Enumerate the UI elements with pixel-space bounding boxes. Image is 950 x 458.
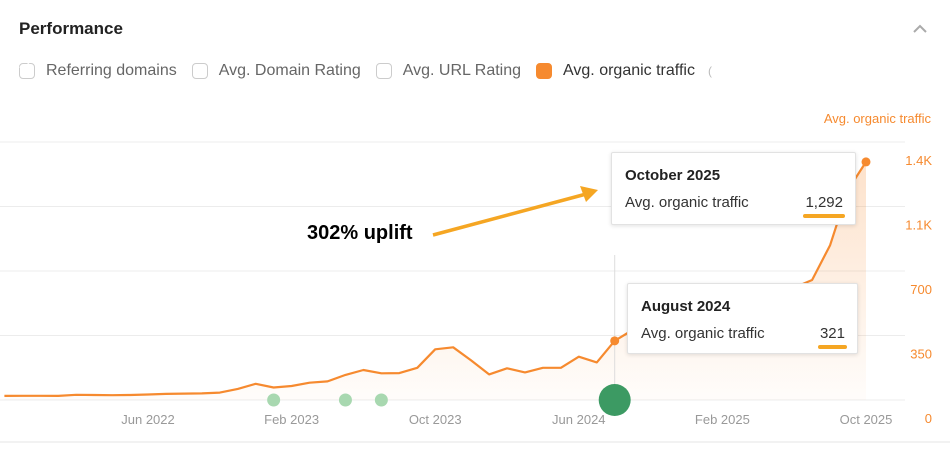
x-tick-label: Feb 2023 bbox=[264, 412, 319, 427]
checkbox-avg-domain-rating[interactable]: Avg. Domain Rating bbox=[191, 62, 361, 80]
annotation-arrow-line bbox=[432, 191, 591, 237]
tooltip-date: August 2024 bbox=[641, 298, 731, 315]
event-marker bbox=[374, 393, 388, 407]
checkbox-label: Referring domains bbox=[46, 62, 177, 79]
tooltip-metric: Avg. organic traffic bbox=[625, 194, 749, 211]
checkbox-label: Avg. URL Rating bbox=[402, 62, 522, 79]
x-tick-label: Jun 2024 bbox=[552, 412, 606, 427]
tooltip-metric: Avg. organic traffic bbox=[641, 325, 765, 342]
panel-title: Performance bbox=[19, 19, 123, 38]
checkbox-label: Avg. organic traffic bbox=[563, 62, 695, 79]
data-point-august-2024 bbox=[610, 336, 620, 346]
metric-checkboxes: Referring domains Avg. Domain Rating Avg… bbox=[19, 62, 712, 80]
checkbox-box-checked[interactable] bbox=[19, 62, 553, 79]
tooltip-value: 321 bbox=[817, 325, 848, 349]
tooltip-august-2024: August 2024 Avg. organic traffic 321 bbox=[627, 283, 858, 354]
x-tick-label: Oct 2023 bbox=[409, 412, 462, 427]
tooltip-date: October 2025 bbox=[625, 167, 721, 184]
checkbox-label: Avg. Domain Rating bbox=[218, 62, 361, 79]
data-point-october-2025 bbox=[861, 157, 871, 167]
y-tick-label: 700 bbox=[910, 282, 932, 297]
checkbox-box[interactable] bbox=[191, 63, 208, 79]
event-marker bbox=[267, 393, 281, 407]
arrow-head-icon bbox=[580, 186, 598, 202]
tooltip-october-2025: October 2025 Avg. organic traffic 1,292 bbox=[611, 152, 856, 225]
checkbox-box[interactable] bbox=[19, 63, 35, 79]
event-marker-major bbox=[598, 384, 631, 416]
tooltip-value: 1,292 bbox=[803, 194, 845, 218]
uplift-annotation: 302% uplift bbox=[307, 222, 413, 244]
chevron-up-icon[interactable] bbox=[911, 22, 929, 36]
event-marker bbox=[338, 393, 352, 407]
checkbox-referring-domains[interactable]: Referring domains bbox=[19, 62, 177, 80]
checkbox-avg-url-rating[interactable]: Avg. URL Rating bbox=[375, 62, 522, 80]
y-tick-label: 0 bbox=[925, 411, 932, 426]
y-tick-label: 350 bbox=[910, 347, 932, 362]
y-axis-title: Avg. organic traffic bbox=[823, 111, 931, 126]
info-icon[interactable]: ( bbox=[707, 64, 712, 78]
x-tick-label: Feb 2025 bbox=[695, 412, 750, 427]
x-tick-label: Oct 2025 bbox=[840, 412, 893, 427]
y-tick-label: 1.4K bbox=[905, 153, 932, 168]
y-tick-label: 1.1K bbox=[905, 218, 932, 233]
check-icon bbox=[19, 62, 30, 71]
x-tick-label: Jun 2022 bbox=[121, 412, 175, 427]
checkbox-avg-organic-traffic[interactable]: Avg. organic traffic bbox=[19, 62, 695, 80]
checkbox-box[interactable] bbox=[375, 63, 392, 79]
